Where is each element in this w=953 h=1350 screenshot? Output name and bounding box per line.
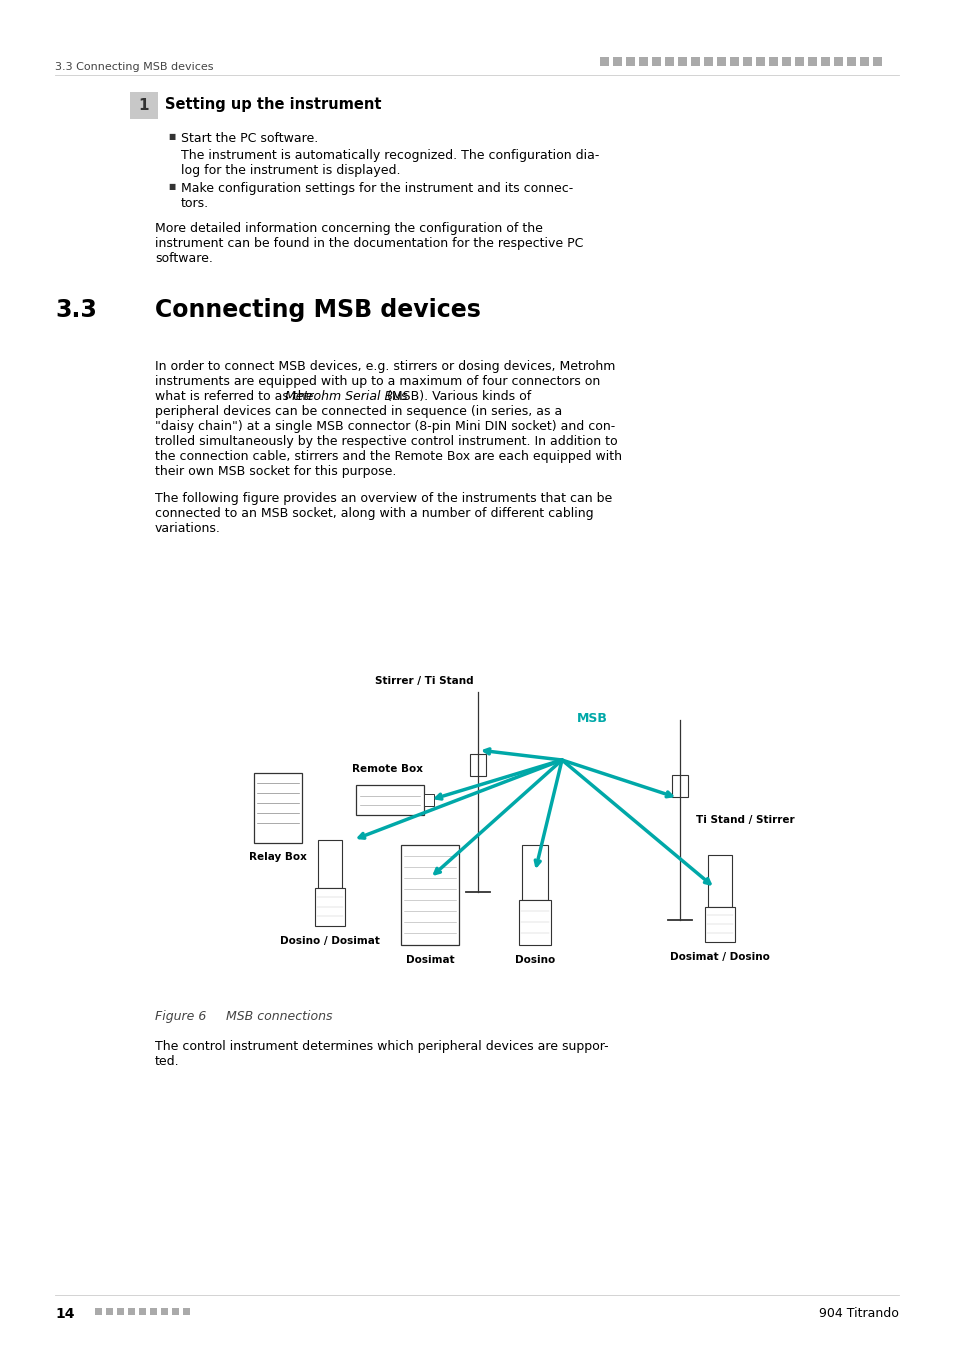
Bar: [521, 845, 547, 900]
Text: Dosimat / Dosino: Dosimat / Dosino: [669, 952, 769, 963]
Text: In order to connect MSB devices, e.g. stirrers or dosing devices, Metrohm: In order to connect MSB devices, e.g. st…: [154, 360, 615, 373]
Bar: [664, 57, 673, 66]
Bar: [690, 57, 700, 66]
Text: The following figure provides an overview of the instruments that can be: The following figure provides an overvie…: [154, 491, 612, 505]
Text: 1: 1: [138, 97, 149, 112]
Text: the connection cable, stirrers and the Remote Box are each equipped with: the connection cable, stirrers and the R…: [154, 450, 621, 463]
Bar: [355, 784, 423, 815]
Bar: [317, 840, 341, 888]
Text: Metrohm Serial Bus: Metrohm Serial Bus: [285, 390, 407, 404]
Bar: [161, 1308, 168, 1315]
Bar: [625, 57, 635, 66]
Bar: [599, 57, 608, 66]
Bar: [821, 57, 829, 66]
Text: trolled simultaneously by the respective control instrument. In addition to: trolled simultaneously by the respective…: [154, 435, 617, 448]
Text: ■: ■: [168, 182, 175, 190]
Text: Ti Stand / Stirrer: Ti Stand / Stirrer: [696, 815, 794, 825]
Bar: [314, 888, 345, 926]
Bar: [117, 1308, 124, 1315]
Text: Relay Box: Relay Box: [249, 852, 307, 863]
Bar: [755, 57, 764, 66]
Text: 3.3: 3.3: [55, 298, 97, 323]
Bar: [651, 57, 660, 66]
Bar: [613, 57, 621, 66]
Text: MSB: MSB: [577, 711, 607, 725]
Text: The control instrument determines which peripheral devices are suppor-: The control instrument determines which …: [154, 1040, 608, 1053]
Text: Dosino / Dosimat: Dosino / Dosimat: [280, 936, 379, 946]
Bar: [671, 775, 687, 796]
Bar: [678, 57, 686, 66]
Text: Connecting MSB devices: Connecting MSB devices: [154, 298, 480, 323]
Text: instrument can be found in the documentation for the respective PC: instrument can be found in the documenta…: [154, 238, 583, 250]
Bar: [95, 1308, 102, 1315]
Bar: [130, 92, 158, 119]
Text: (MSB). Various kinds of: (MSB). Various kinds of: [382, 390, 531, 404]
Text: ted.: ted.: [154, 1054, 179, 1068]
Text: 904 Titrando: 904 Titrando: [819, 1307, 898, 1320]
Text: Remote Box: Remote Box: [352, 764, 423, 774]
Bar: [106, 1308, 112, 1315]
Text: software.: software.: [154, 252, 213, 265]
Text: variations.: variations.: [154, 522, 221, 535]
Text: connected to an MSB socket, along with a number of different cabling: connected to an MSB socket, along with a…: [154, 508, 593, 520]
Bar: [423, 794, 434, 806]
Bar: [781, 57, 790, 66]
Text: Setting up the instrument: Setting up the instrument: [165, 97, 381, 112]
Bar: [833, 57, 842, 66]
Bar: [742, 57, 751, 66]
Text: MSB connections: MSB connections: [210, 1010, 333, 1023]
Text: More detailed information concerning the configuration of the: More detailed information concerning the…: [154, 221, 542, 235]
Bar: [139, 1308, 146, 1315]
Text: instruments are equipped with up to a maximum of four connectors on: instruments are equipped with up to a ma…: [154, 375, 599, 387]
Bar: [768, 57, 778, 66]
Bar: [150, 1308, 157, 1315]
Bar: [400, 845, 458, 945]
Text: 14: 14: [55, 1307, 74, 1322]
Bar: [470, 755, 485, 776]
Text: Figure 6: Figure 6: [154, 1010, 206, 1023]
Text: Stirrer / Ti Stand: Stirrer / Ti Stand: [375, 676, 474, 686]
Bar: [729, 57, 739, 66]
Text: Make configuration settings for the instrument and its connec-: Make configuration settings for the inst…: [181, 182, 573, 194]
Bar: [794, 57, 803, 66]
Text: "daisy chain") at a single MSB connector (8-pin Mini DIN socket) and con-: "daisy chain") at a single MSB connector…: [154, 420, 615, 433]
Text: Dosimat: Dosimat: [405, 954, 454, 965]
Bar: [128, 1308, 135, 1315]
Bar: [872, 57, 882, 66]
Bar: [704, 907, 734, 942]
Bar: [253, 774, 302, 842]
Text: peripheral devices can be connected in sequence (in series, as a: peripheral devices can be connected in s…: [154, 405, 561, 418]
Text: The instrument is automatically recognized. The configuration dia-: The instrument is automatically recogniz…: [181, 148, 598, 162]
Text: log for the instrument is displayed.: log for the instrument is displayed.: [181, 163, 400, 177]
Bar: [183, 1308, 190, 1315]
Text: Start the PC software.: Start the PC software.: [181, 132, 318, 144]
Text: 3.3 Connecting MSB devices: 3.3 Connecting MSB devices: [55, 62, 213, 72]
Bar: [703, 57, 712, 66]
Text: their own MSB socket for this purpose.: their own MSB socket for this purpose.: [154, 464, 395, 478]
Bar: [639, 57, 647, 66]
Bar: [707, 855, 731, 907]
Text: what is referred to as the: what is referred to as the: [154, 390, 317, 404]
Text: ■: ■: [168, 132, 175, 140]
Bar: [846, 57, 855, 66]
Bar: [172, 1308, 179, 1315]
Text: Dosino: Dosino: [515, 954, 555, 965]
Bar: [717, 57, 725, 66]
Text: tors.: tors.: [181, 197, 209, 211]
Bar: [807, 57, 816, 66]
Bar: [859, 57, 868, 66]
Bar: [518, 900, 551, 945]
